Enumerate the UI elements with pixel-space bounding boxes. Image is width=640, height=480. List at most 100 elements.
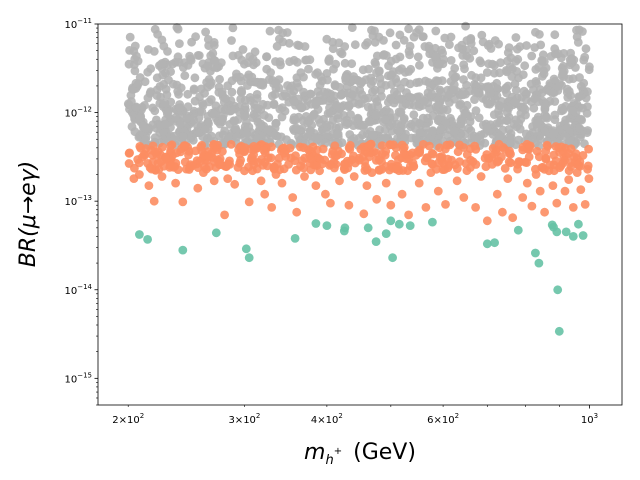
- gray-point: [436, 87, 446, 97]
- gray-point: [337, 90, 347, 100]
- orange-point: [466, 163, 475, 172]
- gray-point: [381, 81, 391, 90]
- orange-point: [455, 140, 464, 150]
- y-tick-label: 10−15: [64, 371, 92, 385]
- orange-point: [349, 172, 359, 181]
- orange-point: [548, 181, 558, 191]
- gray-point: [358, 65, 368, 75]
- gray-point: [227, 87, 237, 97]
- orange-point: [531, 170, 541, 179]
- y-tick-label: 10−14: [64, 283, 92, 297]
- orange-point: [560, 186, 570, 196]
- gray-point: [571, 63, 580, 72]
- orange-point: [452, 164, 462, 174]
- gray-point: [385, 107, 394, 117]
- orange-point: [490, 149, 499, 159]
- gray-point: [428, 126, 437, 136]
- gray-point: [494, 39, 503, 49]
- gray-point: [350, 40, 360, 50]
- green-point: [531, 248, 540, 258]
- orange-point: [361, 162, 370, 171]
- plot-frame: [97, 23, 623, 406]
- gray-point: [168, 79, 178, 89]
- gray-point: [372, 51, 382, 61]
- gray-point: [389, 98, 399, 108]
- gray-point: [578, 103, 587, 113]
- gray-point: [160, 98, 170, 108]
- orange-point: [296, 161, 305, 171]
- gray-point: [152, 91, 162, 100]
- orange-point: [402, 154, 411, 164]
- gray-point: [477, 30, 487, 40]
- gray-point: [163, 47, 172, 56]
- orange-point: [527, 201, 537, 211]
- orange-point: [147, 164, 157, 174]
- green-point: [135, 230, 144, 239]
- orange-point: [140, 150, 150, 160]
- gray-point: [504, 43, 514, 52]
- gray-point: [527, 51, 537, 61]
- gray-point: [248, 54, 258, 64]
- gray-point: [564, 74, 574, 84]
- green-point: [490, 238, 499, 248]
- gray-point: [175, 120, 185, 129]
- gray-point: [575, 73, 584, 82]
- orange-point: [240, 166, 249, 176]
- gray-point: [518, 70, 528, 80]
- gray-point: [190, 73, 200, 83]
- gray-point: [361, 40, 370, 50]
- gray-point: [158, 70, 168, 80]
- gray-point: [276, 132, 286, 142]
- gray-point: [231, 123, 240, 133]
- gray-point: [459, 75, 468, 84]
- gray-point: [418, 32, 428, 41]
- gray-point: [512, 44, 522, 54]
- orange-point: [556, 161, 566, 171]
- gray-point: [125, 46, 134, 55]
- gray-point: [311, 69, 320, 79]
- orange-point: [209, 176, 219, 186]
- orange-point: [124, 159, 134, 168]
- orange-point: [578, 151, 588, 160]
- gray-point: [172, 23, 182, 32]
- gray-point: [309, 111, 318, 120]
- gray-point: [461, 21, 470, 31]
- gray-point: [223, 81, 233, 91]
- gray-point: [300, 42, 310, 51]
- orange-point: [306, 154, 316, 164]
- gray-point: [253, 104, 263, 113]
- gray-point: [227, 36, 236, 45]
- gray-point: [566, 48, 575, 58]
- gray-point: [200, 88, 210, 98]
- gray-point: [572, 25, 581, 35]
- x-axis-label: mh+ (GeV): [304, 440, 416, 468]
- orange-point: [161, 154, 171, 164]
- gray-point: [489, 110, 499, 119]
- orange-point: [426, 168, 436, 178]
- gray-point: [470, 95, 479, 104]
- gray-point: [263, 100, 272, 110]
- orange-point: [399, 143, 409, 152]
- gray-point: [568, 106, 578, 116]
- gray-point: [244, 122, 254, 132]
- orange-point: [271, 170, 281, 179]
- gray-point: [355, 133, 364, 143]
- gray-point: [409, 32, 419, 42]
- orange-point: [187, 161, 197, 171]
- gray-point: [391, 40, 401, 50]
- gray-point: [322, 69, 332, 78]
- orange-point: [331, 152, 340, 161]
- orange-point: [476, 172, 486, 181]
- orange-point: [259, 146, 269, 155]
- orange-point: [441, 200, 450, 209]
- gray-point: [495, 68, 504, 78]
- gray-point: [553, 49, 563, 59]
- gray-point: [262, 52, 271, 62]
- green-point: [386, 216, 396, 226]
- gray-point: [449, 126, 459, 136]
- orange-point: [284, 160, 293, 169]
- orange-point: [335, 176, 344, 186]
- gray-point: [379, 50, 389, 59]
- gray-point: [140, 123, 150, 133]
